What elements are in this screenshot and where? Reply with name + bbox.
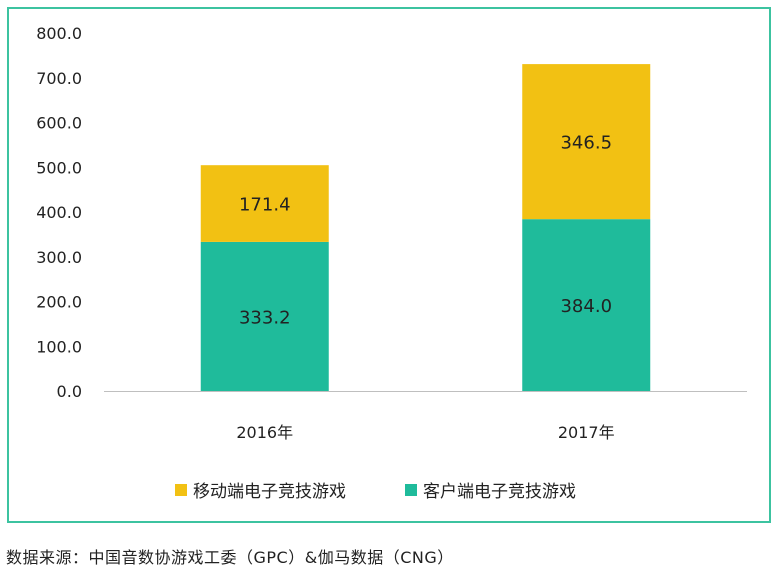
stacked-bar-chart: 0.0 100.0 200.0 300.0 400.0 500.0 600.0 700.0 80… bbox=[36, 24, 747, 502]
legend-swatch bbox=[405, 484, 417, 496]
data-label: 346.5 bbox=[560, 133, 612, 154]
y-tick-label: 500.0 bbox=[36, 158, 82, 177]
bar-segment-client bbox=[200, 241, 329, 391]
x-tick-label: 2016年 bbox=[236, 423, 293, 442]
bar-segment-mobile bbox=[522, 64, 651, 220]
bar-segment-client bbox=[522, 219, 651, 391]
source-note: 数据来源：中国音数协游戏工委（GPC）&伽马数据（CNG） bbox=[6, 548, 454, 567]
data-label: 333.2 bbox=[239, 307, 291, 328]
y-tick-label: 100.0 bbox=[36, 337, 82, 356]
bar-segment-mobile bbox=[200, 165, 329, 242]
y-tick-label: 400.0 bbox=[36, 203, 82, 222]
data-label: 384.0 bbox=[560, 296, 612, 317]
x-tick-label: 2017年 bbox=[558, 423, 615, 442]
y-tick-label: 300.0 bbox=[36, 248, 82, 267]
legend-label: 移动端电子竞技游戏 bbox=[193, 482, 346, 502]
y-tick-label: 700.0 bbox=[36, 69, 82, 88]
legend-swatch bbox=[175, 484, 187, 496]
y-tick-label: 200.0 bbox=[36, 293, 82, 312]
data-label: 171.4 bbox=[239, 195, 291, 216]
y-tick-label: 600.0 bbox=[36, 114, 82, 133]
y-tick-label: 0.0 bbox=[57, 382, 82, 401]
legend-label: 客户端电子竞技游戏 bbox=[423, 482, 576, 502]
y-tick-label: 800.0 bbox=[36, 24, 82, 43]
